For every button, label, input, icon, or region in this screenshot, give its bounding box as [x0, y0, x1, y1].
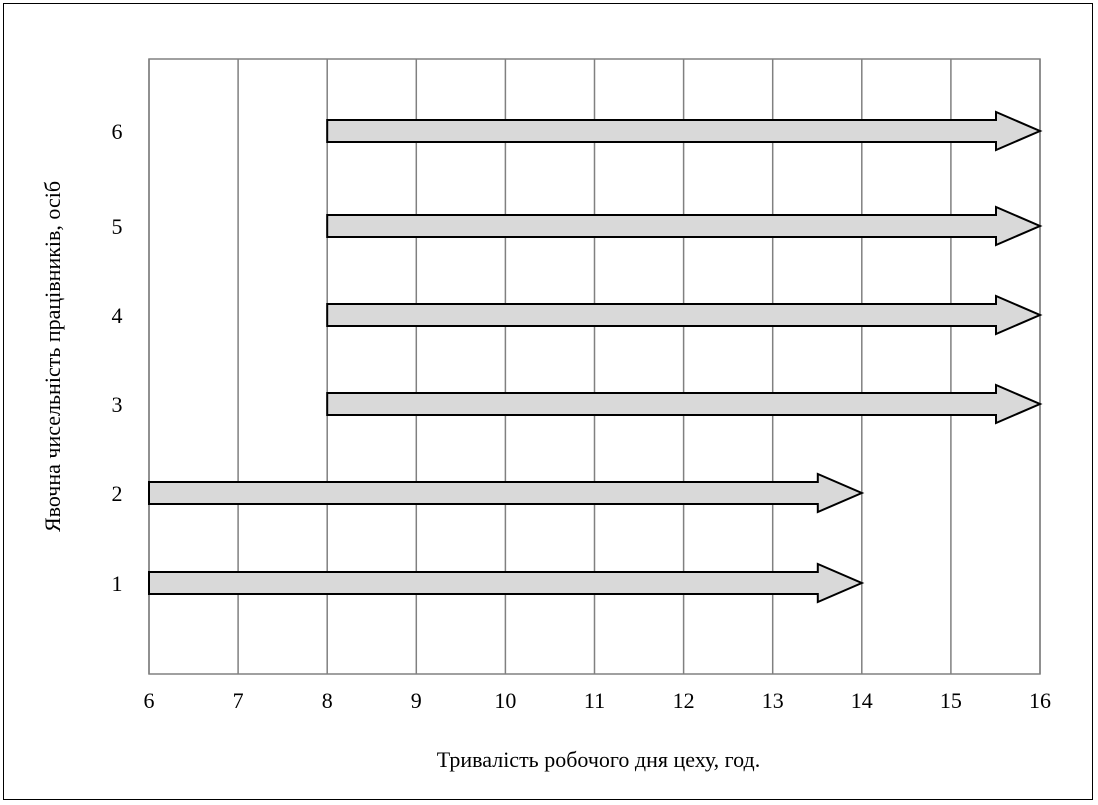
y-tick-label: 2 — [112, 481, 123, 506]
arrow-worker-4 — [326, 294, 1043, 336]
x-tick-label: 15 — [940, 688, 962, 713]
arrow-worker-6 — [326, 110, 1043, 152]
x-tick-label: 6 — [144, 688, 155, 713]
arrow-worker-1 — [148, 562, 865, 604]
x-tick-label: 12 — [673, 688, 695, 713]
x-tick-label: 9 — [411, 688, 422, 713]
y-tick-label: 3 — [112, 392, 123, 417]
x-tick-label: 16 — [1029, 688, 1051, 713]
x-tick-label: 11 — [584, 688, 605, 713]
y-tick-label: 6 — [112, 119, 123, 144]
x-axis-title: Тривалість робочого дня цеху, год. — [437, 747, 760, 772]
y-tick-labels: 1 2 3 4 5 6 — [112, 119, 123, 596]
plot-area-border — [148, 58, 1041, 675]
y-tick-label: 1 — [112, 571, 123, 596]
x-tick-label: 13 — [762, 688, 784, 713]
y-axis-title: Явочна чисельність працівників, осіб — [40, 181, 65, 532]
x-tick-labels: 6 7 8 9 10 11 12 13 14 15 16 — [144, 688, 1052, 713]
arrow-worker-2 — [148, 472, 865, 514]
x-tick-label: 8 — [322, 688, 333, 713]
y-tick-label: 4 — [112, 303, 123, 328]
x-tick-label: 7 — [233, 688, 244, 713]
x-tick-label: 14 — [851, 688, 873, 713]
y-tick-label: 5 — [112, 214, 123, 239]
arrow-worker-5 — [326, 205, 1043, 247]
x-tick-label: 10 — [494, 688, 516, 713]
arrows-layer — [148, 110, 1043, 604]
arrow-worker-3 — [326, 383, 1043, 425]
